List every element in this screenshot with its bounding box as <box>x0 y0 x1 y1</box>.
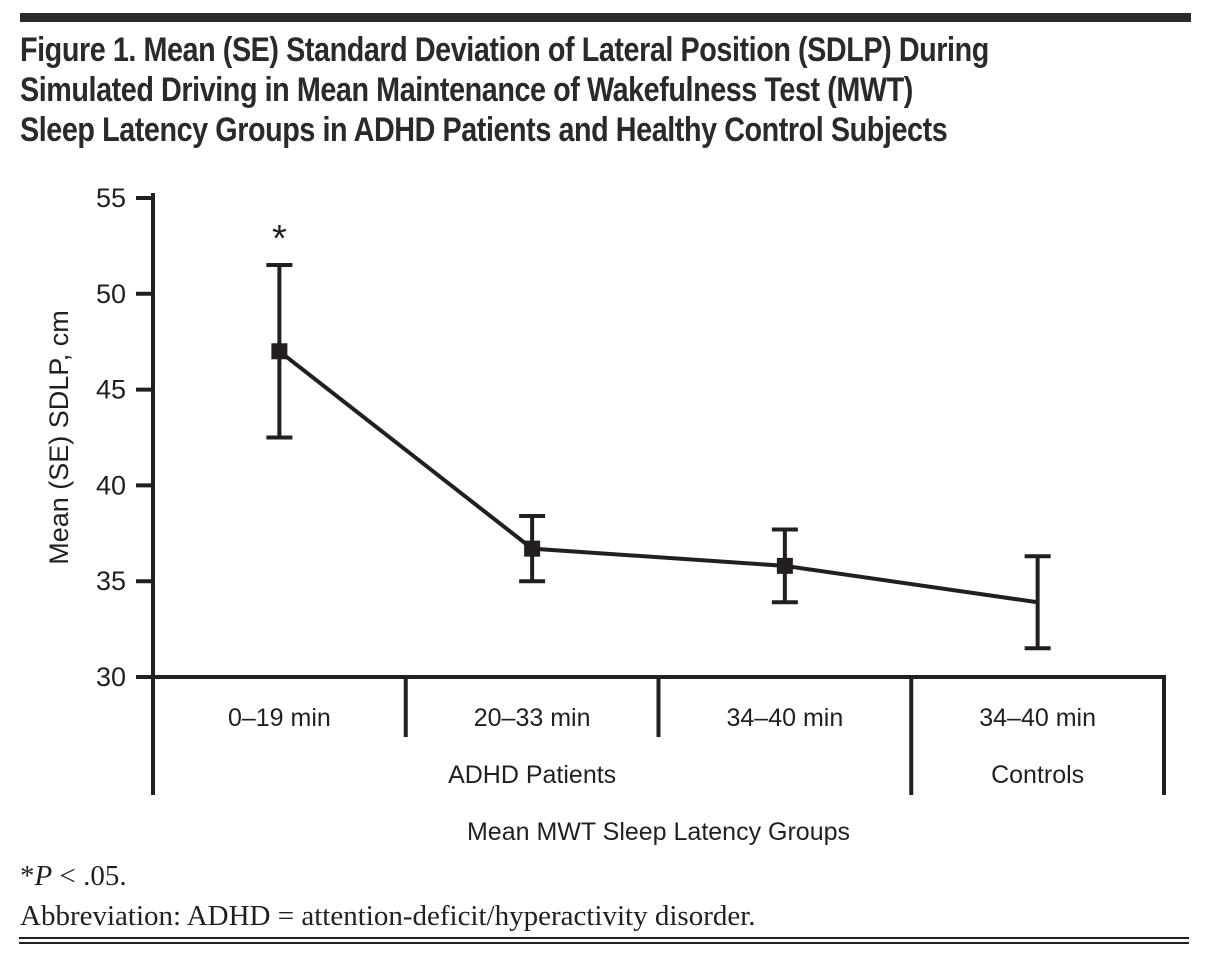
category-label: 34–40 min <box>979 704 1096 732</box>
category-label: 0–19 min <box>228 704 331 732</box>
y-axis-title: Mean (SE) SDLP, cm <box>44 310 74 565</box>
y-tick-label: 35 <box>96 566 126 596</box>
data-point-marker <box>524 540 541 557</box>
group-label: Controls <box>991 761 1084 789</box>
significance-footnote: *P < .05. <box>20 856 756 896</box>
figure-title-line-2: Simulated Driving in Mean Maintenance of… <box>20 71 913 109</box>
y-tick-label: 50 <box>96 279 126 309</box>
category-label: 20–33 min <box>474 704 591 732</box>
abbreviation-footnote: Abbreviation: ADHD = attention-deficit/h… <box>20 900 756 932</box>
figure-title-line-3: Sleep Latency Groups in ADHD Patients an… <box>20 111 948 149</box>
significance-asterisk: * <box>272 218 287 260</box>
significance-p: P <box>34 860 53 892</box>
category-label: 34–40 min <box>727 704 844 732</box>
top-rule <box>20 13 1191 22</box>
significance-value: < .05. <box>52 860 127 892</box>
y-tick-label: 45 <box>96 375 126 405</box>
y-tick-label: 55 <box>96 183 126 213</box>
y-tick-label: 30 <box>96 662 126 692</box>
x-axis-title: Mean MWT Sleep Latency Groups <box>467 818 850 846</box>
data-point-marker <box>271 343 288 360</box>
significance-asterisk-text: * <box>20 860 35 892</box>
data-point-marker <box>776 557 793 574</box>
bottom-rule <box>19 937 1189 944</box>
figure-title: Figure 1. Mean (SE) Standard Deviation o… <box>20 30 1203 150</box>
figure-title-line-1: Figure 1. Mean (SE) Standard Deviation o… <box>20 31 989 69</box>
group-label: ADHD Patients <box>448 761 616 789</box>
y-tick-label: 40 <box>96 470 126 500</box>
footnotes: *P < .05. Abbreviation: ADHD = attention… <box>20 856 756 936</box>
series-line <box>278 349 1038 605</box>
